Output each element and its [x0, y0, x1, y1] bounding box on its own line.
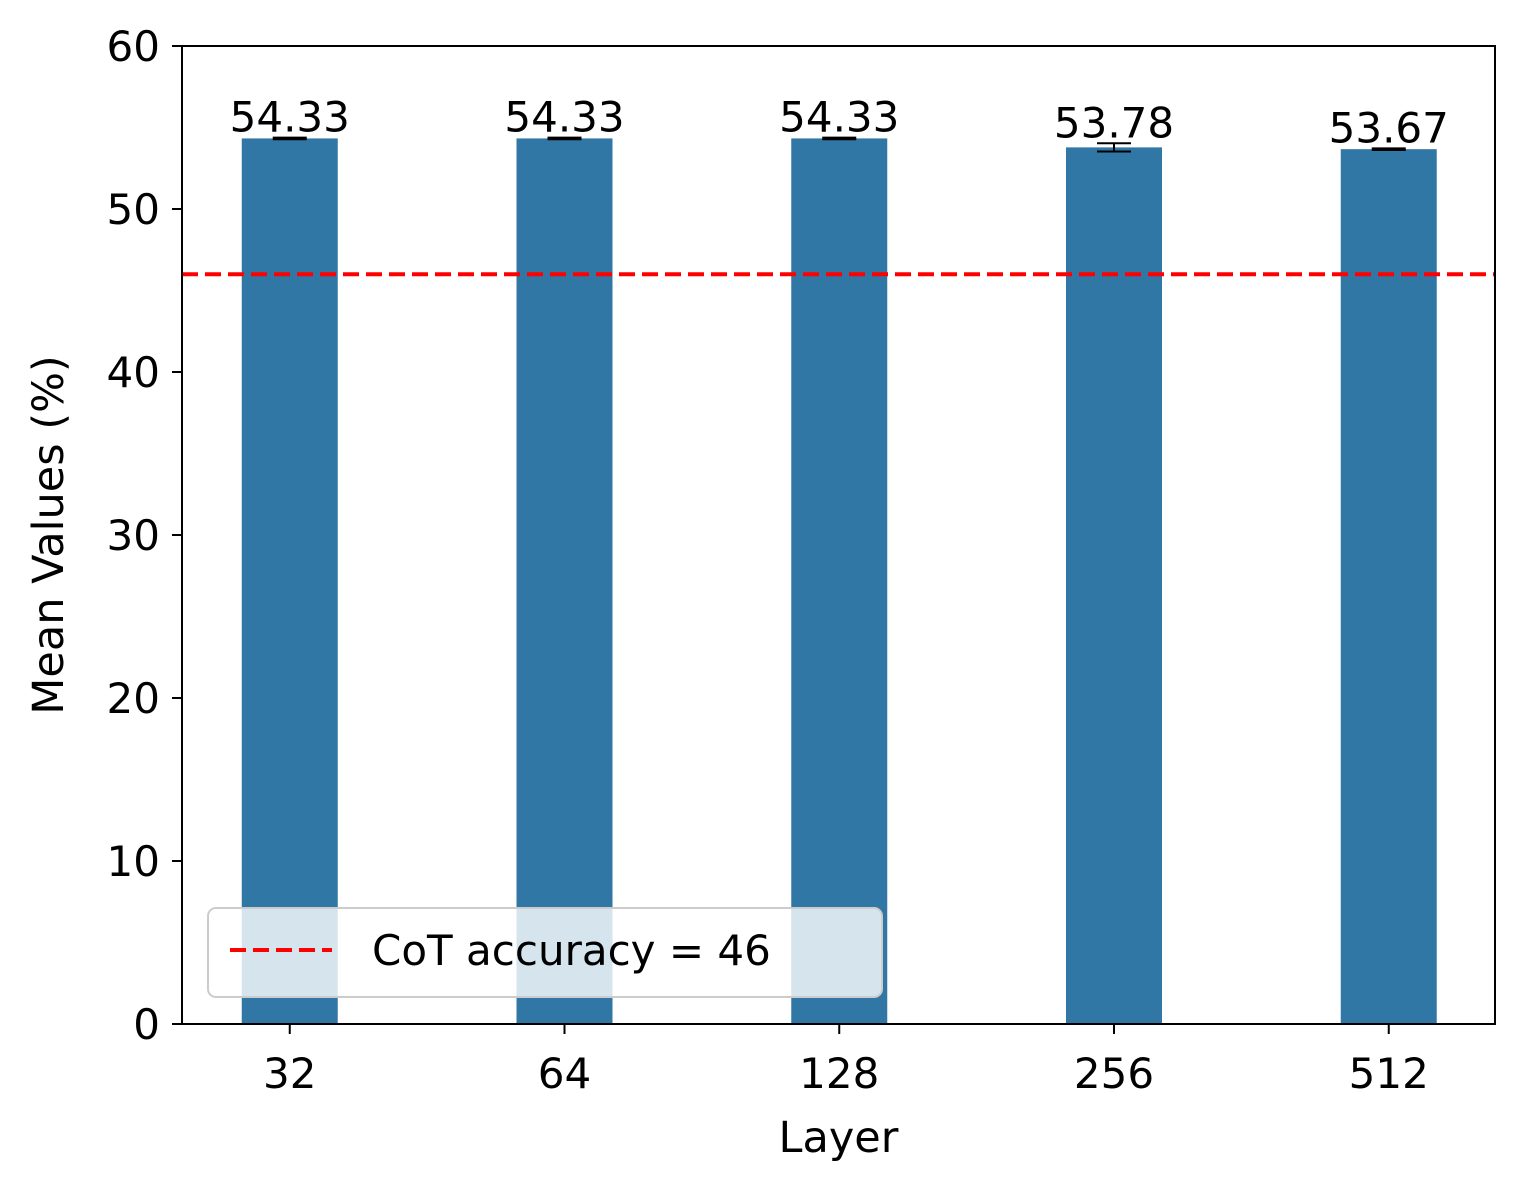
- error-bar-32: [272, 136, 307, 141]
- y-tick-label: 50: [107, 185, 160, 234]
- x-tick-label-64: 64: [538, 1049, 591, 1098]
- legend: CoT accuracy = 46: [207, 907, 883, 998]
- data-label-256: 53.78: [1054, 98, 1174, 147]
- bar-32: [241, 138, 338, 1024]
- legend-label: CoT accuracy = 46: [372, 926, 771, 975]
- x-tick-label-256: 256: [1074, 1049, 1154, 1098]
- y-tick-label: 0: [133, 1000, 160, 1049]
- data-label-32: 54.33: [230, 93, 350, 142]
- error-bar-512: [1371, 147, 1406, 151]
- y-tick-label: 60: [107, 22, 160, 71]
- y-axis: 0 10 20 30 40 50 60: [107, 22, 182, 1049]
- y-axis-label: Mean Values (%): [24, 355, 74, 714]
- x-axis: 32 64 128 256 512: [263, 1024, 1429, 1098]
- y-tick-label: 40: [107, 348, 160, 397]
- x-tick-label-512: 512: [1349, 1049, 1429, 1098]
- bar-512: [1340, 149, 1437, 1024]
- y-tick-label: 10: [107, 837, 160, 886]
- legend-box: [207, 907, 883, 998]
- bars-group: [241, 138, 1437, 1025]
- error-bars-group: [272, 136, 1406, 153]
- error-bar-256: [1097, 142, 1131, 153]
- x-tick-label-32: 32: [263, 1049, 316, 1098]
- y-tick-label: 30: [107, 511, 160, 560]
- bar-128: [791, 138, 888, 1024]
- x-tick-label-128: 128: [799, 1049, 879, 1098]
- bar-64: [516, 138, 613, 1024]
- error-bar-64: [547, 136, 582, 141]
- bar-256: [1066, 147, 1162, 1025]
- x-axis-label: Layer: [779, 1113, 899, 1163]
- data-labels-group: 54.33 54.33 54.33 53.78 53.67: [230, 93, 1449, 153]
- data-label-128: 54.33: [779, 93, 899, 142]
- error-bar-128: [822, 136, 857, 141]
- data-label-64: 54.33: [504, 93, 624, 142]
- y-tick-label: 20: [107, 674, 160, 723]
- data-label-512: 53.67: [1329, 103, 1449, 152]
